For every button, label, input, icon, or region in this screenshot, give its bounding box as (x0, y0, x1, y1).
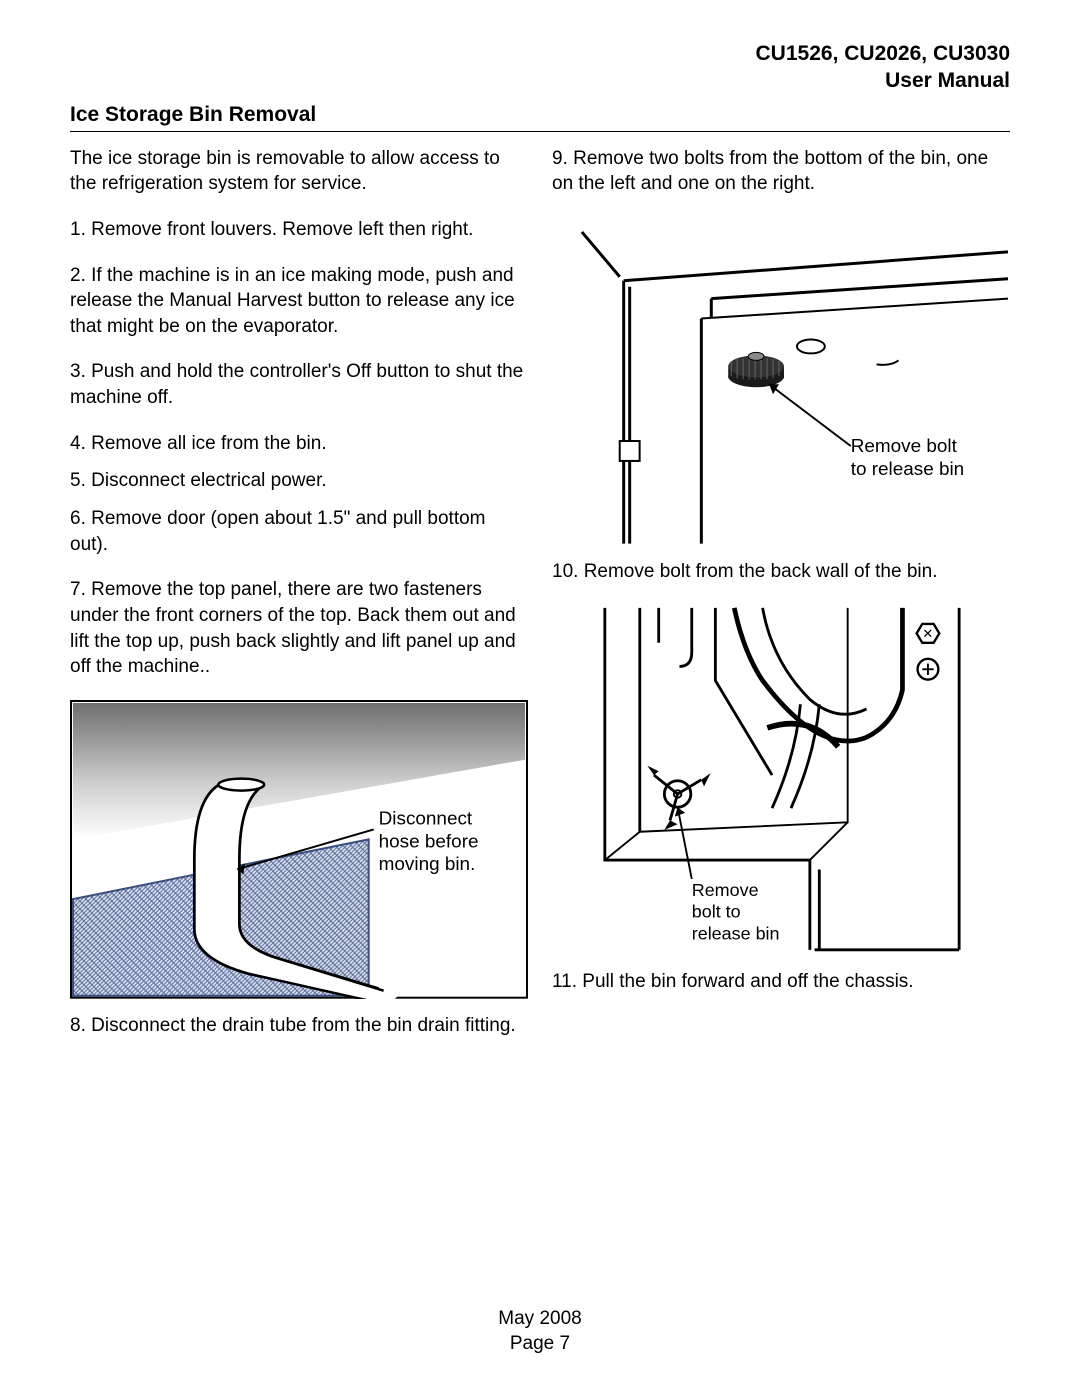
bottom-bolt-illustration: Remove bolt to release bin (552, 217, 1010, 546)
figure-bottom-bolt: Remove bolt to release bin (552, 217, 1010, 546)
left-column: The ice storage bin is removable to allo… (70, 146, 528, 1059)
page-footer: May 2008 Page 7 (0, 1306, 1080, 1357)
fig2-callout-l1: Remove bolt (851, 436, 958, 457)
step-8: 8. Disconnect the drain tube from the bi… (70, 1013, 528, 1039)
step-10: 10. Remove bolt from the back wall of th… (552, 559, 1010, 585)
fig1-callout-l2: hose before (379, 831, 479, 852)
step-11: 11. Pull the bin forward and off the cha… (552, 969, 1010, 995)
step-1: 1. Remove front louvers. Remove left the… (70, 217, 528, 243)
step-9: 9. Remove two bolts from the bottom of t… (552, 146, 1010, 197)
intro-text: The ice storage bin is removable to allo… (70, 146, 528, 197)
hex-x-icon: ✕ (922, 626, 933, 641)
step-5: 5. Disconnect electrical power. (70, 468, 528, 494)
right-column: 9. Remove two bolts from the bottom of t… (552, 146, 1010, 1059)
figure-back-bolt: ✕ Remove (552, 605, 1010, 955)
step-2: 2. If the machine is in an ice making mo… (70, 263, 528, 340)
section-divider (70, 131, 1010, 132)
header-models: CU1526, CU2026, CU3030 (70, 40, 1010, 67)
footer-date: May 2008 (0, 1306, 1080, 1332)
section-title: Ice Storage Bin Removal (70, 103, 1010, 127)
fig2-callout-l2: to release bin (851, 459, 965, 480)
hose-illustration: Disconnect hose before moving bin. (70, 700, 528, 999)
fig1-callout-l3: moving bin. (379, 854, 476, 875)
footer-page: Page 7 (0, 1331, 1080, 1357)
two-column-layout: The ice storage bin is removable to allo… (70, 146, 1010, 1059)
page-container: CU1526, CU2026, CU3030 User Manual Ice S… (0, 0, 1080, 1058)
fig3-callout-l1: Remove (692, 880, 759, 900)
fig1-callout-l1: Disconnect (379, 808, 473, 829)
fig3-callout-l2: bolt to (692, 902, 741, 922)
fig3-callout-l3: release bin (692, 924, 780, 944)
figure-hose: Disconnect hose before moving bin. (70, 700, 528, 999)
step-7: 7. Remove the top panel, there are two f… (70, 577, 528, 680)
header-right: CU1526, CU2026, CU3030 User Manual (70, 40, 1010, 95)
back-bolt-illustration: ✕ Remove (602, 605, 961, 955)
step-6: 6. Remove door (open about 1.5" and pull… (70, 506, 528, 557)
header-doc-type: User Manual (70, 67, 1010, 94)
step-4: 4. Remove all ice from the bin. (70, 431, 528, 457)
step-3: 3. Push and hold the controller's Off bu… (70, 359, 528, 410)
